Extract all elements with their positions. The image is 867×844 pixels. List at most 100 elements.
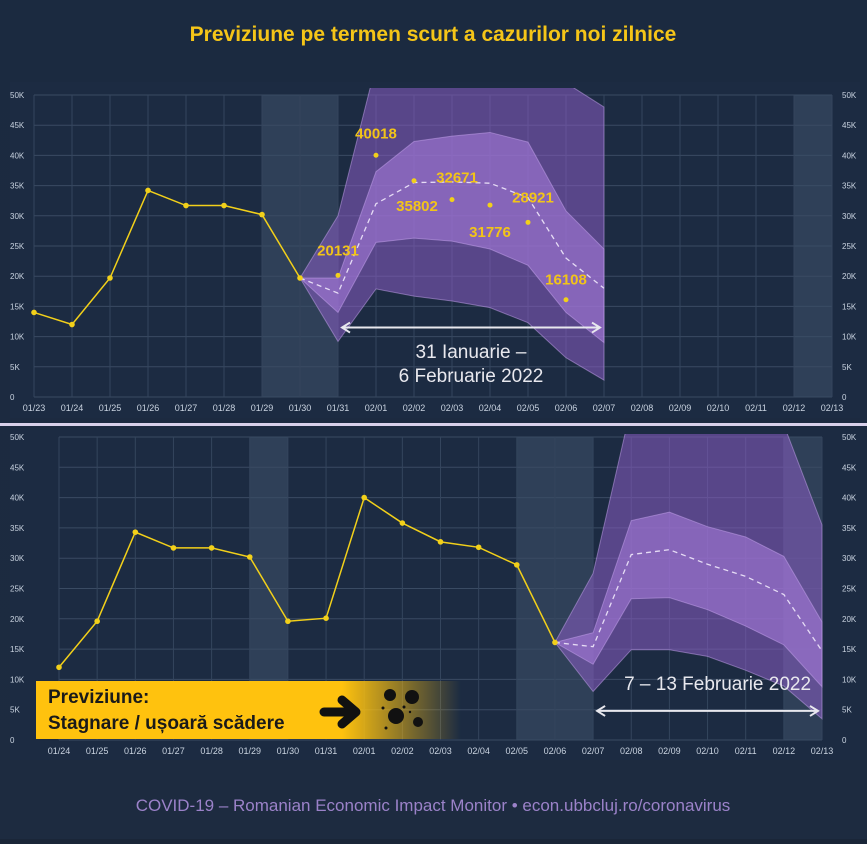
- actual-point: [208, 545, 215, 551]
- y-tick-left: 30K: [10, 212, 25, 221]
- data-label: 28921: [512, 189, 554, 206]
- forecast-bands: [298, 88, 605, 381]
- x-tick: 02/01: [353, 746, 376, 756]
- x-tick: 02/02: [391, 746, 414, 756]
- actual-cases-line: [33, 189, 301, 326]
- y-tick-right: 5K: [842, 706, 852, 715]
- x-tick: 02/06: [555, 403, 578, 413]
- y-tick-right: 20K: [842, 272, 857, 281]
- y-tick-left: 30K: [10, 554, 25, 563]
- x-tick: 01/25: [99, 403, 122, 413]
- y-tick-left: 10K: [10, 675, 25, 684]
- x-tick: 01/27: [162, 746, 185, 756]
- data-label: 20131: [317, 242, 359, 259]
- actual-point: [514, 562, 520, 568]
- x-tick: 01/24: [61, 403, 84, 413]
- y-tick-right: 40K: [842, 494, 857, 503]
- actual-point: [361, 494, 368, 501]
- y-tick-left: 5K: [10, 706, 20, 715]
- x-tick: 01/27: [175, 403, 198, 413]
- inner-interval-band: [298, 131, 605, 344]
- y-tick-right: 30K: [842, 554, 857, 563]
- x-tick: 01/29: [251, 403, 274, 413]
- actual-point: [475, 544, 482, 551]
- x-tick: 01/28: [213, 403, 236, 413]
- x-tick: 02/08: [620, 746, 643, 756]
- actual-point: [323, 615, 329, 621]
- y-tick-left: 0: [10, 393, 15, 402]
- x-tick: 02/07: [582, 746, 605, 756]
- range-label: 31 Ianuarie –: [416, 342, 527, 363]
- y-tick-left: 50K: [10, 91, 25, 100]
- actual-point: [132, 529, 139, 535]
- y-tick-right: 35K: [842, 524, 857, 533]
- y-tick-right: 20K: [842, 615, 857, 624]
- median-forecast-line: [554, 549, 823, 652]
- range-label: 6 Februarie 2022: [399, 366, 544, 387]
- y-tick-left: 20K: [10, 272, 25, 281]
- y-tick-right: 50K: [842, 433, 857, 442]
- x-tick: 01/23: [23, 403, 46, 413]
- data-label: 35802: [396, 198, 438, 215]
- x-tick: 01/24: [48, 746, 71, 756]
- actual-point: [69, 321, 75, 328]
- x-tick: 02/01: [365, 403, 388, 413]
- y-tick-left: 25K: [10, 242, 25, 251]
- actual-point: [221, 202, 227, 209]
- x-tick: 02/06: [544, 746, 567, 756]
- y-tick-left: 25K: [10, 585, 25, 594]
- x-tick: 01/30: [289, 403, 312, 413]
- y-tick-right: 35K: [842, 182, 857, 191]
- x-tick: 01/26: [124, 746, 147, 756]
- y-tick-right: 10K: [842, 675, 857, 684]
- x-tick: 02/07: [593, 403, 616, 413]
- x-tick: 01/25: [86, 746, 109, 756]
- y-tick-right: 45K: [842, 121, 857, 130]
- data-label: 16108: [545, 272, 587, 289]
- x-tick: 02/03: [441, 403, 464, 413]
- divider: [0, 423, 867, 426]
- y-tick-right: 45K: [842, 463, 857, 472]
- actual-point: [399, 520, 406, 526]
- actual-point: [31, 309, 37, 316]
- observed-point: [487, 202, 493, 208]
- x-tick: 02/09: [669, 403, 692, 413]
- actual-point: [437, 539, 444, 545]
- y-tick-left: 40K: [10, 151, 25, 160]
- observed-point: [411, 178, 417, 184]
- actual-point: [145, 187, 151, 194]
- actual-point: [297, 275, 303, 281]
- x-tick: 02/05: [517, 403, 540, 413]
- arrow-right-icon: [319, 695, 361, 729]
- range-label: 7 – 13 Februarie 2022: [624, 674, 811, 695]
- y-tick-right: 30K: [842, 212, 857, 221]
- x-tick: 02/05: [506, 746, 529, 756]
- x-tick: 02/08: [631, 403, 654, 413]
- actual-point: [285, 618, 291, 625]
- observed-point: [373, 152, 379, 158]
- actual-point: [170, 545, 177, 551]
- callout-line1: Previziune:: [48, 687, 149, 708]
- x-tick: 02/12: [773, 746, 796, 756]
- y-tick-right: 40K: [842, 151, 857, 160]
- x-tick: 02/04: [479, 403, 502, 413]
- x-tick: 02/13: [811, 746, 834, 756]
- y-tick-left: 35K: [10, 182, 25, 191]
- data-label: 31776: [469, 224, 511, 241]
- actual-point: [107, 275, 113, 281]
- actual-cases-line: [58, 496, 556, 668]
- y-tick-left: 20K: [10, 615, 25, 624]
- x-tick: 02/09: [658, 746, 681, 756]
- actual-point: [183, 202, 189, 209]
- y-tick-right: 50K: [842, 91, 857, 100]
- x-tick: 01/29: [238, 746, 261, 756]
- x-tick: 01/28: [200, 746, 223, 756]
- median-forecast-line: [299, 181, 605, 294]
- y-tick-left: 5K: [10, 363, 20, 372]
- data-label: 32671: [436, 170, 478, 187]
- x-tick: 02/13: [821, 403, 844, 413]
- x-tick: 02/11: [735, 746, 757, 756]
- chart-top: 0 0 5K 5K 10K 10K 15K 15K 20K 20K 25K 25K 30K 30K 35K 3…: [10, 88, 857, 413]
- actual-point: [94, 618, 100, 625]
